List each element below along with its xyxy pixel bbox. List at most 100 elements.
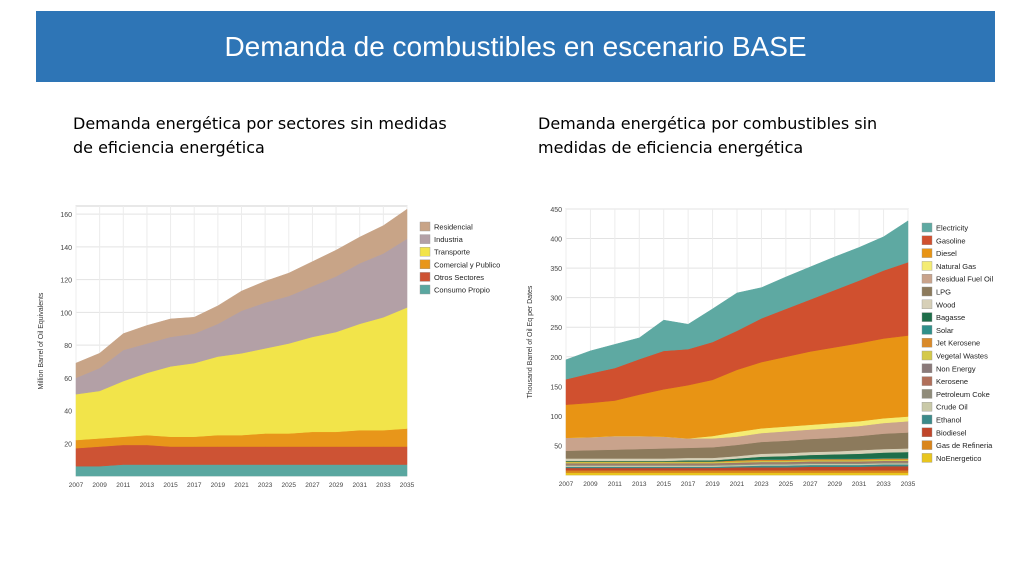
legend-label-consumo-propio: Consumo Propio (434, 286, 490, 295)
y-tick-label: 150 (550, 384, 562, 391)
legend-label-electricity: Electricity (936, 224, 968, 233)
x-tick-label: 2009 (92, 482, 107, 489)
legend-swatch-crude-oil (921, 401, 933, 412)
x-tick-label: 2031 (852, 481, 867, 488)
legend-label-industria: Industria (434, 235, 464, 244)
legend-swatch-residencial (419, 221, 431, 232)
x-tick-label: 2021 (234, 482, 249, 489)
legend-swatch-industria (419, 234, 431, 244)
right-chart-subtitle: Demanda energética por combustibles sin … (538, 114, 878, 157)
legend-swatch-consumo-propio (419, 284, 431, 295)
legend-swatch-gasoline (921, 235, 933, 245)
y-tick-label: 40 (64, 409, 72, 416)
sector-demand-chart: 20 40 60 80 100 120 140 160 2007 2009 2011 2013 2015… (38, 205, 500, 489)
legend-label-lpg: LPG (936, 288, 951, 297)
x-tick-label: 2027 (305, 482, 320, 489)
y-tick-label: 160 (60, 212, 72, 219)
x-tick-label: 2025 (282, 482, 297, 489)
y-tick-label: 400 (550, 237, 562, 244)
x-tick-label: 2013 (632, 481, 647, 488)
x-tick-label: 2011 (116, 482, 130, 489)
legend-swatch-noenergetico (921, 453, 933, 463)
title-banner: Demanda de combustibles en escenario BAS… (36, 11, 995, 82)
x-tick-label: 2023 (754, 481, 769, 488)
x-tick-label: 2007 (69, 482, 84, 489)
legend-swatch-electricity (921, 222, 933, 233)
x-tick-label: 2027 (803, 481, 818, 488)
legend-swatch-gas-de-refineria (921, 440, 933, 450)
y-tick-label: 140 (60, 245, 72, 252)
x-tick-label: 2033 (876, 481, 891, 488)
y-tick-label: 250 (550, 325, 562, 332)
legend-swatch-wood (921, 299, 933, 310)
legend-swatch-bagasse (921, 312, 933, 322)
x-tick-label: 2031 (352, 482, 367, 489)
x-tick-label: 2015 (656, 481, 671, 488)
x-tick-label: 2029 (827, 481, 842, 488)
y-tick-label: 450 (550, 207, 562, 214)
legend-swatch-vegetal-wastes (921, 350, 933, 361)
legend-label-otros-sectores: Otros Sectores (434, 273, 484, 282)
area-series-otros-sectores (75, 444, 408, 467)
legend-swatch-petroleum-coke (921, 389, 933, 399)
x-tick-label: 2007 (559, 481, 574, 488)
legend-swatch-residual-fuel-oil (921, 273, 933, 284)
legend-swatch-diesel (921, 248, 933, 258)
legend-label-residencial: Residencial (434, 223, 473, 232)
x-tick-label: 2025 (779, 481, 794, 488)
y-tick-label: 350 (550, 266, 562, 273)
x-tick-label: 2009 (583, 481, 598, 488)
y-tick-label: 100 (60, 310, 72, 317)
x-tick-label: 2017 (681, 481, 696, 488)
fuel-demand-chart: 50 100 150 200 250 300 350 400 450 2007 2009 2011 20… (527, 207, 993, 488)
page-title: Demanda de combustibles en escenario BAS… (224, 31, 807, 62)
legend-swatch-natural-gas (921, 261, 933, 271)
x-tick-label: 2021 (730, 481, 745, 488)
area-series-electricity (565, 220, 909, 380)
legend-label-comercial-y-publico: Comercial y Publico (434, 260, 500, 269)
legend-swatch-solar (921, 325, 933, 335)
legend-label-transporte: Transporte (434, 248, 470, 257)
legend-label-petroleum-coke: Petroleum Coke (936, 390, 990, 399)
legend-swatch-non-energy (921, 363, 933, 374)
legend-swatch-ethanol (921, 414, 933, 425)
x-tick-label: 2019 (211, 482, 226, 489)
legend-swatch-otros-sectores (419, 272, 431, 282)
legend-label-ethanol: Ethanol (936, 416, 962, 425)
y-tick-label: 120 (60, 278, 72, 285)
y-tick-label: 300 (550, 296, 562, 303)
legend-label-bagasse: Bagasse (936, 313, 965, 322)
y-tick-label: 20 (64, 441, 72, 448)
x-tick-label: 2035 (901, 481, 916, 488)
legend-swatch-biodiesel (921, 427, 933, 438)
legend-swatch-comercial-y-publico (419, 259, 431, 269)
x-tick-label: 2029 (329, 482, 344, 489)
legend-label-crude-oil: Crude Oil (936, 403, 968, 412)
area-series-gas-de-refineria (565, 470, 909, 473)
legend-label-vegetal-wastes: Vegetal Wastes (936, 352, 988, 361)
y-tick-label: 80 (64, 343, 72, 350)
x-tick-label: 2011 (608, 481, 622, 488)
y-axis-label: Million Barrel of Oil Equivalents (38, 292, 45, 389)
y-tick-label: 100 (550, 414, 562, 421)
legend-swatch-transporte (419, 247, 431, 257)
legend-label-diesel: Diesel (936, 249, 957, 258)
y-tick-label: 60 (64, 376, 72, 383)
x-tick-label: 2035 (400, 482, 415, 489)
legend-label-solar: Solar (936, 326, 954, 335)
legend-label-jet-kerosene: Jet Kerosene (936, 339, 980, 348)
y-axis-label: Thousand Barrel of Oil Eq per Dates (527, 285, 534, 398)
area-series-noenergetico (565, 472, 909, 476)
legend-label-wood: Wood (936, 300, 955, 309)
legend-label-non-energy: Non Energy (936, 364, 976, 373)
area-series-residencial (75, 208, 408, 379)
x-tick-label: 2023 (258, 482, 273, 489)
legend-label-natural-gas: Natural Gas (936, 262, 976, 271)
x-tick-label: 2017 (187, 482, 202, 489)
legend-swatch-lpg (921, 286, 933, 297)
legend-label-kerosene: Kerosene (936, 377, 968, 386)
y-tick-label: 200 (550, 355, 562, 362)
x-tick-label: 2019 (705, 481, 720, 488)
legend-label-residual-fuel-oil: Residual Fuel Oil (936, 275, 993, 284)
area-series-consumo-propio (75, 464, 408, 477)
